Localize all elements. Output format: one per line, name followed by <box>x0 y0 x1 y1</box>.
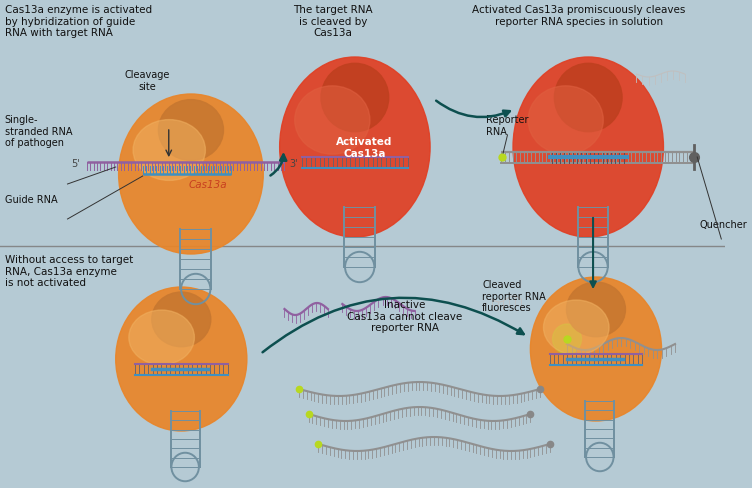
Ellipse shape <box>159 101 223 161</box>
FancyArrowPatch shape <box>436 102 510 118</box>
Ellipse shape <box>280 58 430 238</box>
Text: Guide RNA: Guide RNA <box>5 195 57 204</box>
Ellipse shape <box>513 58 663 238</box>
Ellipse shape <box>528 87 603 155</box>
Ellipse shape <box>530 278 662 421</box>
Text: The target RNA
is cleaved by
Cas13a: The target RNA is cleaved by Cas13a <box>293 5 372 38</box>
Text: Activated Cas13a promiscuously cleaves
reporter RNA species in solution: Activated Cas13a promiscuously cleaves r… <box>472 5 685 26</box>
Text: Cleavage
site: Cleavage site <box>125 70 170 91</box>
FancyArrowPatch shape <box>262 298 523 352</box>
Text: 3': 3' <box>290 159 298 169</box>
Text: Quencher: Quencher <box>699 220 747 229</box>
Text: 5': 5' <box>71 159 80 169</box>
Text: Reporter
RNA: Reporter RNA <box>486 115 529 136</box>
Ellipse shape <box>129 310 195 365</box>
Ellipse shape <box>554 64 622 132</box>
Text: Inactive
Cas13a cannot cleave
reporter RNA: Inactive Cas13a cannot cleave reporter R… <box>347 299 462 332</box>
Text: Single-
stranded RNA
of pathogen: Single- stranded RNA of pathogen <box>5 115 72 148</box>
Text: Cas13a enzyme is activated
by hybridization of guide
RNA with target RNA: Cas13a enzyme is activated by hybridizat… <box>5 5 152 38</box>
Ellipse shape <box>544 301 609 355</box>
Ellipse shape <box>152 292 211 347</box>
Text: Cas13a: Cas13a <box>189 180 228 190</box>
Ellipse shape <box>295 87 370 155</box>
Ellipse shape <box>133 121 205 181</box>
Ellipse shape <box>566 283 626 337</box>
Text: Without access to target
RNA, Cas13a enzyme
is not activated: Without access to target RNA, Cas13a enz… <box>5 254 133 287</box>
Text: Activated
Cas13a: Activated Cas13a <box>336 137 393 159</box>
Ellipse shape <box>116 287 247 431</box>
Text: Cleaved
reporter RNA
fluoresces: Cleaved reporter RNA fluoresces <box>482 280 546 312</box>
Ellipse shape <box>119 95 263 254</box>
Ellipse shape <box>321 64 389 132</box>
Circle shape <box>553 325 581 354</box>
FancyArrowPatch shape <box>271 155 287 176</box>
